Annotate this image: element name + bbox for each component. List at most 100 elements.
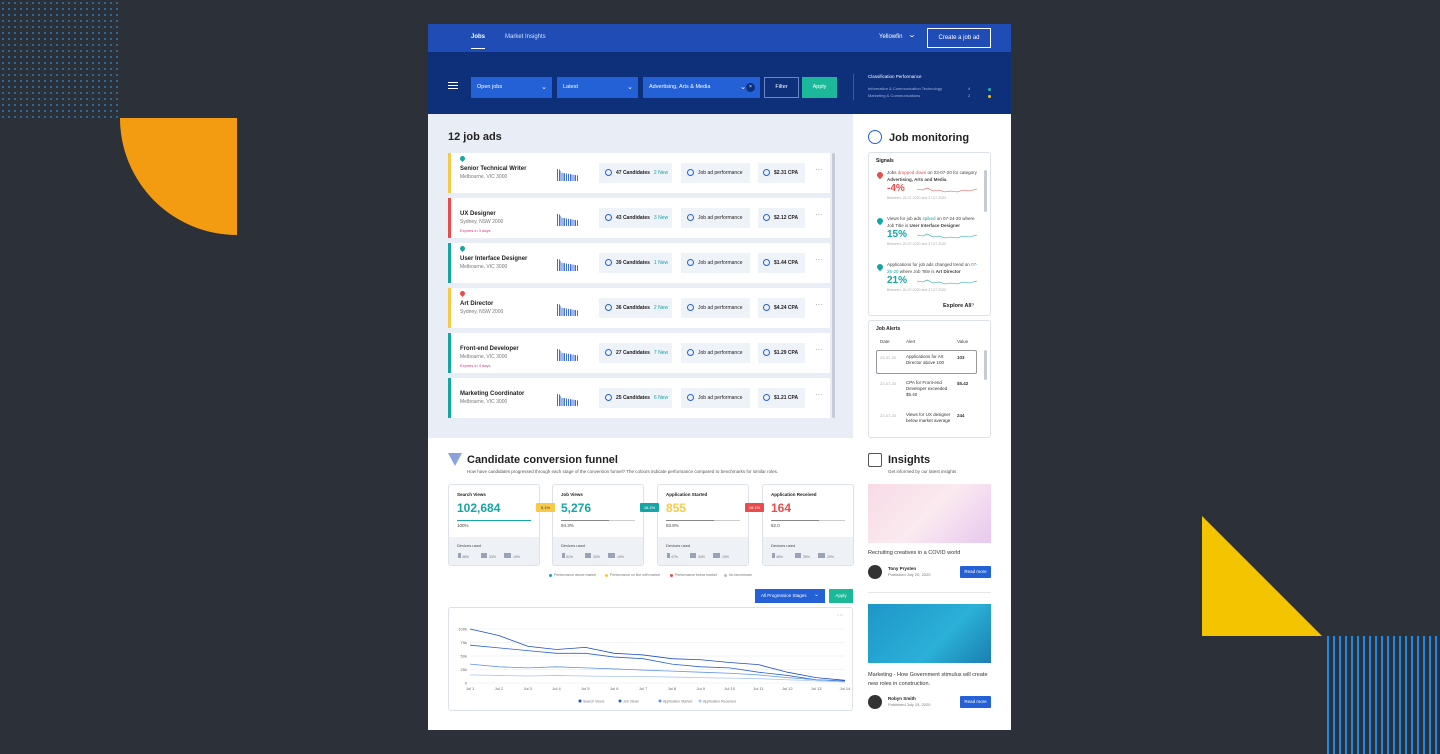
- candidates-box[interactable]: 27 Candidates 7 New: [599, 343, 672, 363]
- article-image[interactable]: [868, 484, 991, 543]
- create-button[interactable]: Create a job ad: [927, 28, 991, 48]
- chevron: ⌄: [541, 84, 547, 91]
- alert-value: 244: [957, 413, 965, 418]
- new-count: 6 New: [653, 395, 669, 401]
- candidates-box[interactable]: 43 Candidates 3 New: [599, 208, 672, 228]
- explore-link[interactable]: Explore All: [943, 303, 972, 309]
- performance-box[interactable]: Job ad performance: [681, 343, 750, 363]
- signal-text-part: Views for job ads: [887, 216, 923, 221]
- funnel-card: Application Started 855 83.8% Devices used 4…: [657, 484, 749, 566]
- more-menu[interactable]: ···: [815, 210, 823, 219]
- panel-row: Information & Communication Technology: [868, 86, 942, 91]
- pin-icon: [458, 289, 467, 298]
- cpa-box[interactable]: $2.12 CPA: [758, 208, 805, 228]
- legend-dot: [724, 574, 727, 577]
- alert-date: 22-07-20: [880, 413, 897, 418]
- cpa-box[interactable]: $2.31 CPA: [758, 163, 805, 183]
- candidates-box[interactable]: 36 Candidates 2 New: [599, 298, 672, 318]
- signal-text: Applications for job ads changed trend o…: [887, 262, 979, 275]
- job-card[interactable]: UX Designer Sydney, NSW 2000 Expires in 3 …: [448, 198, 830, 238]
- stage-value: 164: [771, 501, 792, 515]
- filter-button[interactable]: Filter: [764, 77, 799, 98]
- signal-text-part: dropped down: [897, 170, 927, 175]
- performance-box[interactable]: Job ad performance: [681, 298, 750, 318]
- job-card[interactable]: User Interface Designer Melbourne, VIC 30…: [448, 243, 830, 283]
- more-menu[interactable]: ···: [815, 390, 823, 399]
- candidates: 39 Candidates: [616, 260, 650, 266]
- stage-dropdown[interactable]: All Progression Stages: [755, 589, 825, 603]
- dollar-icon: [763, 169, 770, 176]
- cpa-box[interactable]: $1.29 CPA: [758, 343, 805, 363]
- legend-marker: [658, 699, 662, 703]
- more-menu[interactable]: ···: [815, 300, 823, 309]
- signals-title: Signals: [876, 158, 894, 164]
- user-menu[interactable]: Yellowfin: [879, 34, 903, 40]
- read-more-button[interactable]: Read more: [960, 696, 991, 708]
- cpa-box[interactable]: $1.21 CPA: [758, 388, 805, 408]
- funnel-icon: [448, 453, 462, 466]
- new-count: 1 New: [653, 260, 669, 266]
- x-tick-label: Jul 12: [782, 686, 793, 691]
- y-tick-label: 25k: [461, 667, 467, 672]
- job-card[interactable]: Marketing Coordinator Melbourne, VIC 3000…: [448, 378, 830, 418]
- job-card[interactable]: Senior Technical Writer Melbourne, VIC 30…: [448, 153, 830, 193]
- apply-button[interactable]: Apply: [829, 589, 853, 603]
- nav-tab[interactable]: Market Insights: [505, 34, 546, 40]
- devices-label: Devices used: [771, 543, 796, 548]
- stripes: [1324, 636, 1440, 754]
- job-title: User Interface Designer: [460, 256, 528, 262]
- series-line: [469, 674, 846, 683]
- legend-marker: [698, 699, 702, 703]
- scrollbar: [984, 170, 987, 212]
- performance-box[interactable]: Job ad performance: [681, 208, 750, 228]
- job-card[interactable]: Front-end Developer Melbourne, VIC 3000 Ex…: [448, 333, 830, 373]
- apply-button[interactable]: Apply: [802, 77, 837, 98]
- y-tick-label: 0: [465, 681, 468, 686]
- user-icon: [605, 304, 612, 311]
- cpa-box[interactable]: $4.24 CPA: [758, 298, 805, 318]
- dollar-icon: [763, 259, 770, 266]
- job-location: Melbourne, VIC 3000: [460, 174, 508, 180]
- stage-percent: 94.3%: [561, 523, 574, 528]
- stage-value: 102,684: [457, 501, 501, 515]
- article-caption[interactable]: Recruiting creatives in a COVID world: [868, 550, 961, 556]
- signal-text-part: on 23-07-20 for category: [926, 170, 977, 175]
- performance-box[interactable]: Job ad performance: [681, 253, 750, 273]
- menu-icon: [448, 82, 458, 89]
- candidates: 27 Candidates: [616, 350, 650, 356]
- cpa-box[interactable]: $1.44 CPA: [758, 253, 805, 273]
- performance-box[interactable]: Job ad performance: [681, 163, 750, 183]
- more-menu[interactable]: ···: [815, 345, 823, 354]
- article-caption[interactable]: Marketing - How Government stimulus will…: [868, 672, 988, 687]
- series-line: [469, 663, 846, 682]
- x-tick-label: Jul 10: [724, 686, 735, 691]
- nav-tab[interactable]: Jobs: [471, 34, 486, 49]
- candidates-box[interactable]: 47 Candidates 2 New: [599, 163, 672, 183]
- gauge-icon: [687, 259, 694, 266]
- dropdown[interactable]: Advertising, Arts & Media ⌄: [643, 77, 760, 98]
- signal-period: Between: 20-07-2020 and 27-07-2020: [887, 242, 947, 246]
- funnel-card: Job Views 5,276 94.3% Devices used 51% 30% 19%: [552, 484, 644, 566]
- dropdown[interactable]: Open jobs ⌄: [471, 77, 552, 98]
- stage-bar-fill: [457, 520, 531, 521]
- user-icon: [605, 169, 612, 176]
- job-card[interactable]: Art Director Sydney, NSW 2000 36 Candidate…: [448, 288, 830, 328]
- dropdown[interactable]: Latest ⌄: [557, 77, 638, 98]
- clear-icon[interactable]: ×: [746, 83, 755, 92]
- more-menu[interactable]: ···: [815, 255, 823, 264]
- read-more-button[interactable]: Read more: [960, 566, 991, 578]
- signal-text-part: where Job Title is: [898, 268, 936, 274]
- conversion-badge: 5.1%: [536, 503, 555, 512]
- performance-box[interactable]: Job ad performance: [681, 388, 750, 408]
- more-menu[interactable]: ···: [815, 165, 823, 174]
- device-icon: [818, 553, 825, 558]
- more-menu[interactable]: ···: [837, 612, 844, 619]
- candidates-box[interactable]: 25 Candidates 6 New: [599, 388, 672, 408]
- chevron: ⌄: [740, 84, 746, 91]
- signals-box: [868, 152, 991, 316]
- article-image[interactable]: [868, 604, 991, 663]
- candidates-box[interactable]: 39 Candidates 1 New: [599, 253, 672, 273]
- device-percent: 19%: [513, 555, 521, 559]
- device-percent: 45%: [776, 555, 784, 559]
